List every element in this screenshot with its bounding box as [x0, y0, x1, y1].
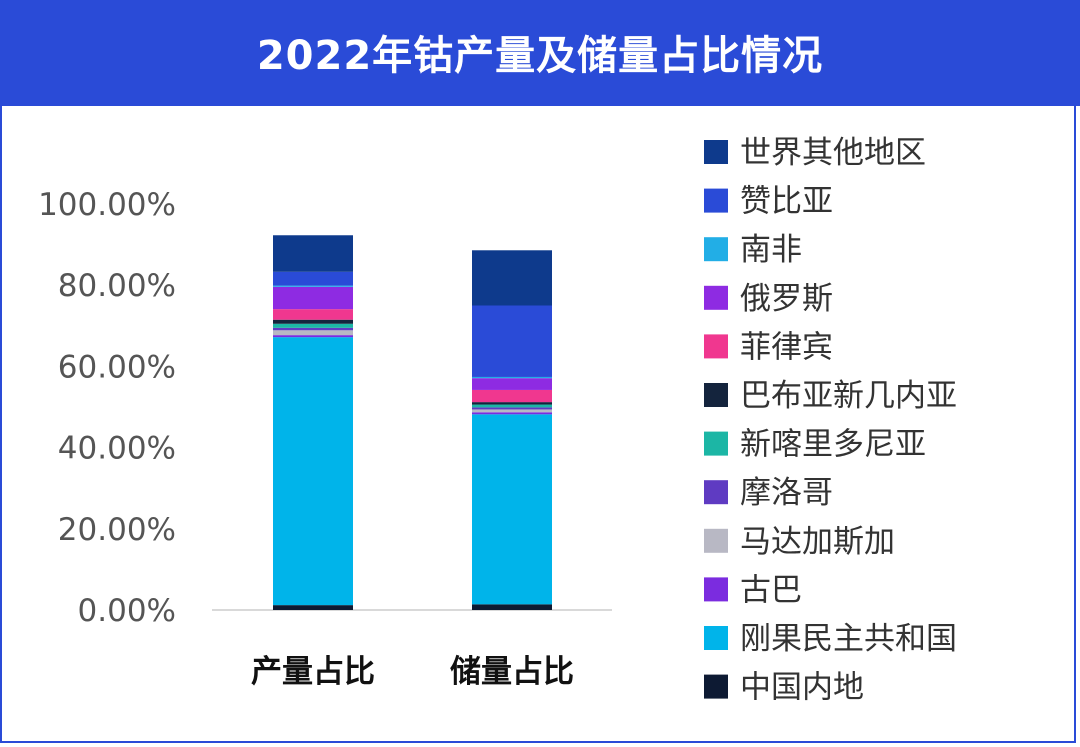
bar-segment — [472, 412, 552, 415]
legend-label: 南非 — [740, 232, 802, 268]
bar-segment — [472, 305, 552, 377]
bar-segment — [273, 335, 353, 338]
legend-item: 赞比亚 — [704, 184, 833, 220]
bar-segment — [472, 389, 552, 403]
bar-segment — [273, 330, 353, 336]
legend-label: 摩洛哥 — [740, 475, 833, 511]
legend-swatch — [704, 528, 728, 553]
legend-label: 中国内地 — [740, 670, 864, 706]
bar-segment — [472, 378, 552, 390]
legend-swatch — [704, 140, 728, 164]
y-axis: 0.00% 20.00% 40.00% 60.00% 80.00% 100.00% — [38, 187, 176, 629]
y-tick-label: 80.00% — [58, 268, 176, 304]
bar-segment — [273, 235, 353, 272]
legend-swatch — [704, 383, 728, 407]
legend-label: 马达加斯加 — [740, 524, 895, 560]
legend-label: 巴布亚新几内亚 — [740, 378, 957, 414]
bar-segment — [273, 337, 353, 606]
legend-label: 古巴 — [740, 572, 802, 608]
bar-segment — [472, 376, 552, 379]
legend-item: 中国内地 — [704, 670, 864, 706]
bar-segment — [273, 327, 353, 331]
legend-swatch — [704, 188, 728, 213]
bar-stack-1 — [472, 250, 552, 610]
legend-label: 刚果民主共和国 — [740, 621, 957, 657]
legend-swatch — [704, 674, 728, 699]
legend-item: 马达加斯加 — [704, 524, 895, 560]
bar-segment — [472, 407, 552, 410]
legend-swatch — [704, 285, 728, 310]
legend-swatch — [704, 334, 728, 359]
legend-item: 摩洛哥 — [704, 475, 833, 511]
legend-swatch — [704, 480, 728, 505]
y-tick-label: 60.00% — [58, 349, 176, 385]
bar-segment — [472, 404, 552, 408]
legend-item: 巴布亚新几内亚 — [704, 378, 957, 414]
legend-label: 俄罗斯 — [740, 281, 833, 317]
bar-segment — [472, 414, 552, 605]
bar-segment — [273, 319, 353, 324]
bar-segment — [273, 285, 353, 287]
bar-segment — [273, 323, 353, 328]
legend-swatch — [704, 237, 728, 262]
legend-item: 菲律宾 — [704, 329, 833, 365]
legend: 世界其他地区赞比亚南非俄罗斯菲律宾巴布亚新几内亚新喀里多尼亚摩洛哥马达加斯加古巴… — [704, 135, 957, 706]
y-tick-label: 40.00% — [58, 431, 176, 467]
y-tick-label: 20.00% — [58, 512, 176, 548]
bar-segment — [472, 604, 552, 610]
legend-item: 世界其他地区 — [704, 135, 926, 171]
legend-swatch — [704, 577, 728, 602]
legend-swatch — [704, 626, 728, 650]
x-tick-label: 产量占比 — [251, 654, 375, 690]
legend-swatch — [704, 431, 728, 456]
x-tick-label: 储量占比 — [450, 654, 574, 690]
bar-segment — [472, 250, 552, 306]
bar-segment — [472, 409, 552, 413]
legend-item: 新喀里多尼亚 — [704, 427, 926, 463]
bar-segment — [273, 286, 353, 310]
title-banner — [0, 0, 1080, 106]
legend-item: 俄罗斯 — [704, 281, 833, 317]
bar-segment — [273, 271, 353, 286]
bar-segment — [273, 309, 353, 320]
bar-segment — [472, 402, 552, 405]
x-axis: 产量占比 储量占比 — [251, 654, 574, 690]
legend-item: 南非 — [704, 232, 802, 268]
legend-label: 菲律宾 — [740, 329, 833, 365]
legend-item: 刚果民主共和国 — [704, 621, 957, 657]
y-tick-label: 0.00% — [78, 593, 176, 629]
legend-label: 世界其他地区 — [740, 135, 926, 171]
chart-title: 2022年钴产量及储量占比情况 — [256, 33, 824, 79]
y-tick-label: 100.00% — [38, 187, 176, 223]
legend-label: 赞比亚 — [740, 184, 833, 220]
legend-item: 古巴 — [704, 572, 802, 608]
bar-stack-0 — [273, 235, 353, 610]
bar-segment — [273, 605, 353, 610]
bars-layer — [273, 235, 552, 610]
legend-label: 新喀里多尼亚 — [740, 427, 926, 463]
